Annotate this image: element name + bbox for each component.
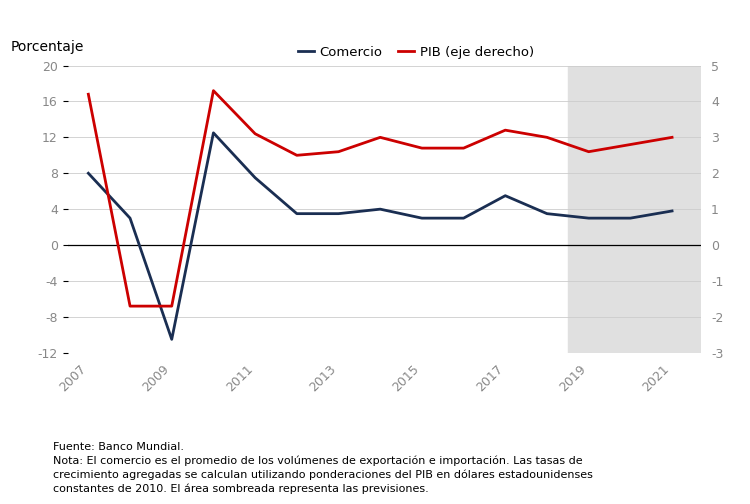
Bar: [568, 66, 701, 353]
Legend: Comercio, PIB (eje derecho): Comercio, PIB (eje derecho): [293, 40, 539, 64]
Text: Fuente: Banco Mundial.
Nota: El comercio es el promedio de los volúmenes de expo: Fuente: Banco Mundial. Nota: El comercio…: [53, 442, 592, 494]
Text: Porcentaje: Porcentaje: [10, 40, 84, 54]
